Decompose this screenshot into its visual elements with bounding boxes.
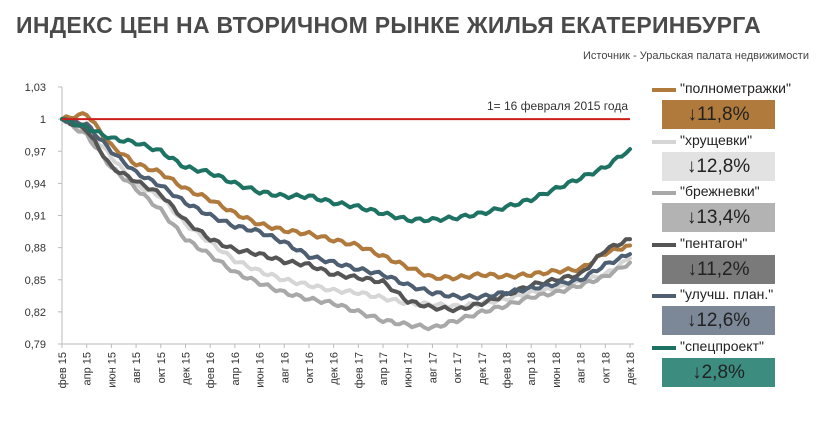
x-tick-label: апр 18 bbox=[526, 352, 538, 385]
legend-item: "хрущевки" ↓12,8% bbox=[646, 132, 826, 184]
y-tick-label: 0,85 bbox=[25, 275, 46, 287]
axes: 0,79 0,82 0,85 0,88 0,91 0,94 0,97 1 1,03 фев 15 а… bbox=[25, 82, 637, 388]
series-line-2 bbox=[60, 117, 632, 332]
series-lines bbox=[60, 111, 632, 332]
legend-change-badge: ↓13,4% bbox=[662, 203, 775, 232]
x-tick-label: авг 15 bbox=[131, 352, 143, 383]
x-tick-label: апр 17 bbox=[378, 352, 390, 385]
series-line-3 bbox=[60, 117, 632, 314]
x-tick-label: апр 16 bbox=[230, 352, 242, 385]
y-tick-label: 0,88 bbox=[25, 243, 46, 255]
y-tick-label: 1,03 bbox=[25, 82, 46, 94]
y-tick-label: 0,91 bbox=[25, 211, 46, 223]
legend-swatch bbox=[652, 191, 676, 195]
chart-title: ИНДЕКС ЦЕН НА ВТОРИЧНОМ РЫНКЕ ЖИЛЬЯ ЕКАТ… bbox=[16, 12, 762, 38]
x-tick-label: окт 16 bbox=[304, 352, 316, 383]
legend-swatch bbox=[652, 294, 676, 298]
x-tick-label: фев 18 bbox=[502, 352, 514, 388]
x-tick-label: окт 17 bbox=[452, 352, 464, 383]
series-line-5 bbox=[60, 117, 632, 224]
x-tick-label: дек 18 bbox=[625, 352, 637, 385]
legend-series-name: "спецпроект" bbox=[680, 337, 764, 354]
legend-item: "пентагон" ↓11,2% bbox=[646, 235, 826, 287]
x-tick-label: дек 16 bbox=[329, 352, 341, 385]
legend-change-badge: ↓12,8% bbox=[662, 151, 775, 181]
legend-item: "полнометражки" ↓11,8% bbox=[646, 80, 826, 132]
series-line-1 bbox=[60, 117, 632, 310]
x-tick-label: авг 16 bbox=[279, 352, 291, 383]
legend-swatch bbox=[652, 242, 676, 247]
legend-item: "брежневки" ↓13,4% bbox=[646, 183, 826, 235]
x-tick-label: фев 17 bbox=[353, 352, 365, 388]
legend-swatch bbox=[652, 345, 676, 350]
series-line-0 bbox=[60, 111, 632, 282]
x-tick-label: авг 18 bbox=[576, 352, 588, 383]
x-tick-label: авг 17 bbox=[427, 352, 439, 383]
legend-change-badge: ↓11,2% bbox=[662, 254, 775, 284]
legend-change-badge: ↓2,8% bbox=[662, 357, 775, 387]
legend-change-badge: ↓12,6% bbox=[662, 306, 775, 335]
legend-series-name: "полнометражки" bbox=[680, 80, 791, 96]
legend-series-name: "улучш. план." bbox=[680, 286, 774, 302]
series-line-4 bbox=[60, 117, 632, 301]
x-tick-label: дек 15 bbox=[180, 352, 192, 385]
y-tick-label: 0,79 bbox=[25, 339, 46, 351]
x-tick-label: фев 15 bbox=[57, 352, 69, 388]
legend-series-name: "хрущевки" bbox=[680, 131, 753, 148]
legend-series-name: "брежневки" bbox=[680, 183, 760, 199]
x-tick-label: апр 15 bbox=[82, 352, 94, 385]
legend-swatch bbox=[652, 139, 676, 144]
reference-line-group: 1= 16 февраля 2015 года bbox=[62, 99, 630, 121]
x-tick-label: июн 17 bbox=[403, 352, 415, 388]
x-tick-label: фев 16 bbox=[205, 352, 217, 388]
y-tick-label: 0,94 bbox=[25, 178, 46, 190]
legend-item: "спецпроект" ↓2,8% bbox=[646, 338, 826, 390]
legend-swatch bbox=[652, 88, 676, 92]
legend-item: "улучш. план." ↓12,6% bbox=[646, 286, 826, 338]
x-tick-label: июн 18 bbox=[551, 352, 563, 388]
y-tick-label: 0,97 bbox=[25, 146, 46, 158]
legend-series-name: "пентагон" bbox=[680, 234, 748, 251]
x-tick-label: окт 15 bbox=[156, 352, 168, 383]
x-tick-label: окт 18 bbox=[600, 352, 612, 383]
y-tick-label: 1 bbox=[40, 114, 46, 126]
reference-line-label: 1= 16 февраля 2015 года bbox=[487, 99, 628, 113]
x-tick-label: дек 17 bbox=[477, 352, 489, 385]
x-tick-label: июн 15 bbox=[106, 352, 118, 388]
x-tick-label: июн 16 bbox=[255, 352, 267, 388]
y-tick-label: 0,82 bbox=[25, 307, 46, 319]
legend-change-badge: ↓11,8% bbox=[662, 100, 775, 129]
source-note: Источник - Уральская палата недвижимости bbox=[583, 50, 809, 62]
